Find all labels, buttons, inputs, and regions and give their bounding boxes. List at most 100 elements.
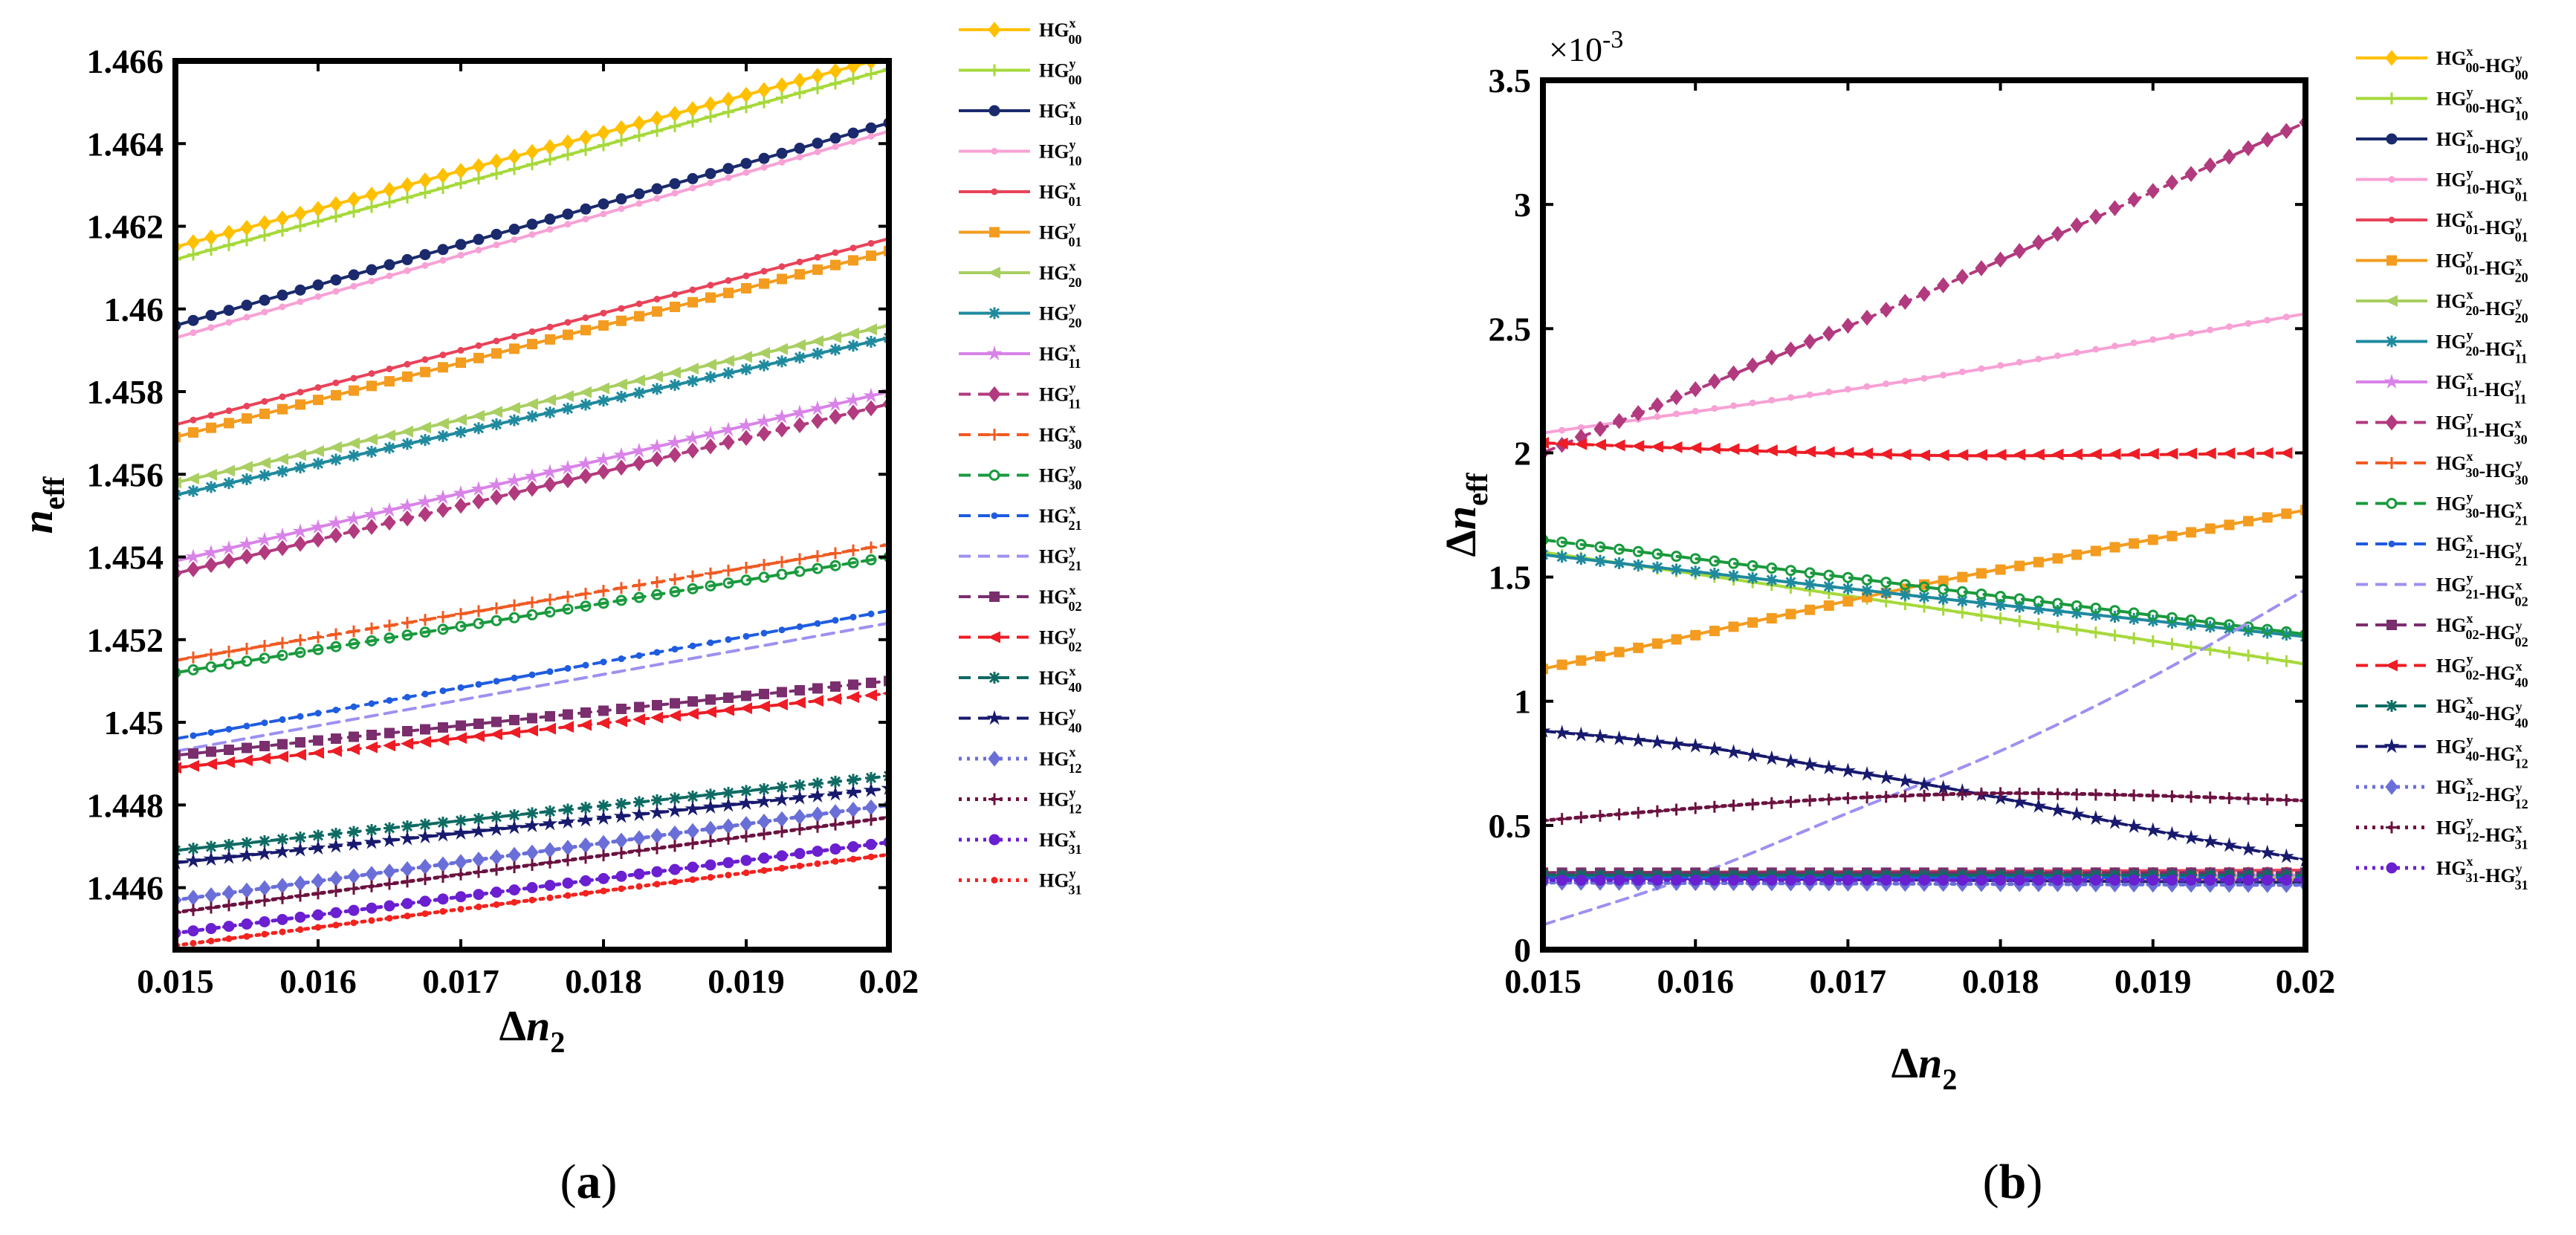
data-point xyxy=(241,918,253,930)
data-point xyxy=(2013,787,2026,800)
data-point xyxy=(473,618,485,629)
data-point xyxy=(312,215,324,227)
y-tick-label: 1.464 xyxy=(87,125,164,163)
data-point xyxy=(205,901,217,914)
data-point xyxy=(2111,343,2118,350)
data-point xyxy=(865,335,877,348)
data-point xyxy=(615,134,627,147)
data-point xyxy=(348,882,360,895)
data-point xyxy=(827,396,844,411)
data-point xyxy=(330,274,342,286)
data-point xyxy=(1689,565,1702,578)
data-point xyxy=(600,309,607,317)
data-point xyxy=(1842,596,1854,607)
data-point xyxy=(722,163,734,175)
legend-item: HGx 11-HGy 11 xyxy=(2356,368,2527,406)
data-point xyxy=(632,713,645,726)
legend-item: HGx 40 xyxy=(959,664,1081,695)
data-point xyxy=(404,913,411,920)
data-point xyxy=(2090,874,2102,886)
data-point xyxy=(421,690,429,698)
data-point xyxy=(546,894,554,901)
data-point xyxy=(794,823,806,835)
data-point xyxy=(829,547,841,560)
data-point xyxy=(2204,157,2217,174)
data-point xyxy=(347,437,360,450)
legend-swatch-marker xyxy=(2384,374,2400,389)
data-point xyxy=(2129,538,2140,549)
legend-swatch-marker xyxy=(988,386,1001,403)
data-point xyxy=(1918,581,1930,593)
data-point xyxy=(1994,612,2007,625)
data-point xyxy=(742,632,750,640)
data-point xyxy=(365,433,378,446)
series-5 xyxy=(1543,505,2305,675)
y-tick-label: 2 xyxy=(1514,434,1531,472)
data-point xyxy=(222,756,235,768)
data-point xyxy=(725,636,732,644)
data-point xyxy=(1956,788,1969,801)
y-tick-label: 1.466 xyxy=(87,42,164,80)
data-point xyxy=(689,876,696,884)
data-point xyxy=(812,777,823,790)
data-point xyxy=(2185,614,2197,626)
data-point xyxy=(562,149,574,161)
data-point xyxy=(2203,447,2216,460)
data-point xyxy=(508,612,520,623)
data-point xyxy=(653,649,661,656)
data-point xyxy=(1975,568,1987,579)
data-point xyxy=(1804,567,1816,579)
data-point xyxy=(812,550,823,563)
data-point xyxy=(223,838,235,851)
data-point xyxy=(543,394,556,406)
data-point xyxy=(723,288,734,299)
data-point xyxy=(1574,438,1588,450)
data-point xyxy=(2127,447,2140,460)
y-axis-label: neff xyxy=(13,476,71,534)
data-point xyxy=(330,453,342,466)
data-point xyxy=(759,688,769,699)
legend-swatch-marker xyxy=(989,591,1000,602)
data-point xyxy=(256,845,273,860)
series-19 xyxy=(1543,787,2305,827)
data-point xyxy=(776,781,788,794)
data-point xyxy=(206,746,216,757)
data-point xyxy=(582,889,589,897)
data-point xyxy=(1632,806,1645,819)
legend-swatch-marker xyxy=(2388,216,2395,224)
data-point xyxy=(258,544,271,561)
data-point xyxy=(758,96,770,108)
data-point xyxy=(2147,609,2159,621)
legend-label: HGy 30-HGx 21 xyxy=(2436,490,2528,528)
data-point xyxy=(2221,837,2237,852)
legend-swatch-marker xyxy=(988,631,1000,644)
data-point xyxy=(224,418,234,429)
data-point xyxy=(847,557,859,568)
data-point xyxy=(2070,217,2083,234)
x-tick-label: 0.015 xyxy=(1504,962,1582,1000)
legend-label: HGy 02 xyxy=(1039,623,1081,655)
data-point xyxy=(1975,609,1987,622)
legend-item: HGx 12 xyxy=(959,745,1081,776)
data-point xyxy=(329,527,343,544)
data-point xyxy=(1575,539,1587,551)
data-point xyxy=(1803,333,1816,350)
legend-item: HGx 21 xyxy=(959,502,1081,533)
data-point xyxy=(1975,874,1987,886)
data-point xyxy=(1901,377,1909,385)
data-point xyxy=(1936,449,1949,461)
data-point xyxy=(580,600,592,612)
data-point xyxy=(814,148,821,155)
data-point xyxy=(1651,397,1664,414)
data-point xyxy=(491,615,502,626)
data-point xyxy=(687,696,698,707)
data-point xyxy=(2185,791,2198,803)
data-point xyxy=(1728,557,1739,569)
data-point xyxy=(259,640,271,652)
data-point xyxy=(670,698,680,709)
data-point xyxy=(1726,744,1741,759)
data-point xyxy=(1821,759,1837,774)
data-point xyxy=(455,426,467,438)
data-point xyxy=(2168,333,2175,340)
data-point xyxy=(757,347,770,360)
